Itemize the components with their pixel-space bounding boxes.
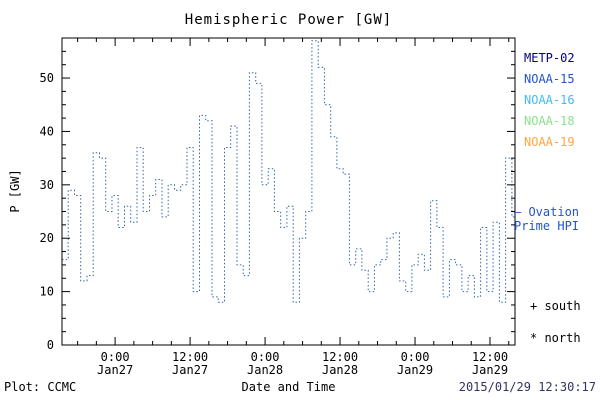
svg-text:Jan27: Jan27 bbox=[97, 363, 133, 377]
legend-item-noaa15: NOAA-15 bbox=[524, 72, 575, 86]
chart-title: Hemispheric Power [GW] bbox=[184, 12, 393, 28]
svg-text:0:00: 0:00 bbox=[401, 350, 430, 364]
ovation-prime-hpi-annotation: – Ovation Prime HPI bbox=[514, 205, 579, 233]
generation-timestamp: 2015/01/29 12:30:17 bbox=[458, 380, 596, 394]
svg-text:12:00: 12:00 bbox=[172, 350, 208, 364]
svg-text:Jan27: Jan27 bbox=[172, 363, 208, 377]
y-axis-label: P [GW] bbox=[8, 169, 22, 213]
svg-text:0:00: 0:00 bbox=[101, 350, 130, 364]
svg-text:Jan29: Jan29 bbox=[472, 363, 508, 377]
svg-text:Jan29: Jan29 bbox=[397, 363, 433, 377]
svg-text:0:00: 0:00 bbox=[251, 350, 280, 364]
svg-text:20: 20 bbox=[40, 231, 54, 245]
svg-text:Jan28: Jan28 bbox=[247, 363, 283, 377]
ovation-annotation-line1: – Ovation bbox=[514, 205, 580, 219]
south-marker-label: + south bbox=[530, 299, 581, 313]
x-axis-label: Date and Time bbox=[241, 380, 336, 394]
svg-text:Jan28: Jan28 bbox=[322, 363, 358, 377]
legend-item-metp02: METP-02 bbox=[524, 51, 575, 65]
legend-item-noaa16: NOAA-16 bbox=[524, 93, 575, 107]
ovation-annotation-line2: Prime HPI bbox=[514, 219, 580, 233]
legend-item-noaa18: NOAA-18 bbox=[524, 114, 575, 128]
svg-text:40: 40 bbox=[40, 124, 54, 138]
svg-text:10: 10 bbox=[40, 285, 54, 299]
svg-text:12:00: 12:00 bbox=[322, 350, 358, 364]
svg-text:0: 0 bbox=[47, 338, 54, 352]
north-marker-label: * north bbox=[530, 331, 581, 345]
svg-text:12:00: 12:00 bbox=[472, 350, 508, 364]
plot-credit: Plot: CCMC bbox=[4, 380, 77, 394]
svg-text:30: 30 bbox=[40, 178, 54, 192]
satellite-legend: METP-02 NOAA-15 NOAA-16 NOAA-18 NOAA-19 bbox=[524, 48, 575, 153]
svg-text:50: 50 bbox=[40, 71, 54, 85]
legend-item-noaa19: NOAA-19 bbox=[524, 135, 575, 149]
